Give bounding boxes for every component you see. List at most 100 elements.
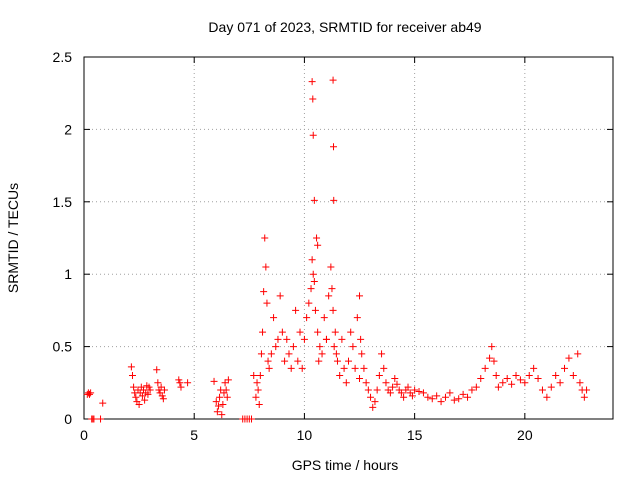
- data-point: [130, 383, 138, 391]
- data-point: [87, 389, 95, 397]
- data-point: [308, 256, 316, 264]
- data-point: [213, 408, 221, 416]
- data-point: [369, 403, 377, 411]
- data-point: [356, 374, 364, 382]
- data-point: [145, 383, 153, 391]
- data-point: [177, 383, 185, 391]
- data-point: [382, 379, 390, 387]
- data-point: [298, 364, 306, 372]
- data-point: [285, 350, 293, 358]
- y-tick-label: 2: [64, 121, 72, 137]
- data-point: [153, 366, 161, 374]
- data-point: [296, 328, 304, 336]
- data-point: [512, 372, 520, 380]
- data-point: [128, 372, 136, 380]
- y-tick-label: 0: [64, 411, 72, 427]
- data-point: [574, 350, 582, 358]
- data-point: [356, 292, 364, 300]
- data-point: [561, 364, 569, 372]
- data-point: [583, 386, 591, 394]
- data-point: [362, 379, 370, 387]
- data-point: [357, 335, 365, 343]
- data-point: [477, 374, 485, 382]
- data-point: [534, 374, 542, 382]
- data-point: [184, 379, 192, 387]
- data-point: [99, 399, 107, 407]
- data-point: [283, 335, 291, 343]
- data-point: [218, 411, 226, 419]
- data-point: [330, 343, 338, 351]
- data-point: [569, 372, 577, 380]
- data-point: [309, 95, 317, 103]
- data-point: [310, 277, 318, 285]
- data-point: [371, 398, 379, 406]
- data-point: [481, 364, 489, 372]
- data-point: [212, 398, 220, 406]
- data-point: [146, 386, 154, 394]
- data-point: [264, 357, 272, 365]
- data-point: [389, 383, 397, 391]
- data-point: [492, 372, 500, 380]
- data-point: [486, 354, 494, 362]
- data-point: [303, 314, 311, 322]
- x-tick-label: 20: [517, 427, 533, 443]
- y-tick-label: 1.5: [53, 194, 73, 210]
- data-point: [349, 343, 357, 351]
- data-point: [525, 372, 533, 380]
- data-point: [255, 401, 263, 409]
- data-point: [437, 398, 445, 406]
- data-point: [292, 306, 300, 314]
- data-point: [97, 415, 105, 423]
- data-point: [358, 350, 366, 358]
- data-point: [329, 76, 337, 84]
- data-point: [543, 393, 551, 401]
- data-point: [309, 270, 317, 278]
- data-point: [345, 357, 352, 365]
- data-point: [336, 372, 344, 380]
- data-point: [342, 379, 350, 387]
- data-point: [90, 415, 98, 423]
- data-point: [250, 372, 258, 380]
- data-point: [210, 377, 218, 385]
- data-point: [556, 379, 564, 387]
- data-point: [86, 390, 94, 398]
- data-point: [408, 392, 416, 400]
- data-point: [315, 357, 323, 365]
- data-point: [450, 396, 458, 404]
- data-point: [219, 401, 227, 409]
- data-point: [305, 299, 313, 307]
- data-point: [353, 314, 361, 322]
- data-point: [360, 364, 368, 372]
- data-point: [331, 328, 339, 336]
- grid: [84, 57, 613, 419]
- data-point: [252, 393, 260, 401]
- data-point: [294, 357, 302, 365]
- data-point: [214, 402, 222, 410]
- data-point: [404, 383, 412, 391]
- data-point: [380, 364, 388, 372]
- data-point: [367, 393, 375, 401]
- data-point: [154, 379, 162, 387]
- data-point: [223, 393, 231, 401]
- data-point: [565, 354, 573, 362]
- data-point: [424, 393, 432, 401]
- data-point: [351, 364, 359, 372]
- data-point: [248, 415, 256, 423]
- data-point: [224, 376, 232, 384]
- x-tick-label: 5: [190, 427, 198, 443]
- data-point: [499, 379, 507, 387]
- data-point: [516, 376, 524, 384]
- y-tick-label: 0.5: [53, 339, 73, 355]
- data-point: [132, 393, 140, 401]
- data-point: [314, 328, 322, 336]
- data-point: [375, 372, 383, 380]
- data-point: [160, 386, 168, 394]
- data-point: [329, 306, 337, 314]
- data-point: [338, 335, 346, 343]
- data-point: [328, 285, 336, 293]
- data-point: [311, 306, 319, 314]
- data-point: [309, 131, 317, 139]
- data-point: [261, 234, 269, 242]
- data-point: [281, 357, 289, 365]
- data-point: [378, 350, 386, 358]
